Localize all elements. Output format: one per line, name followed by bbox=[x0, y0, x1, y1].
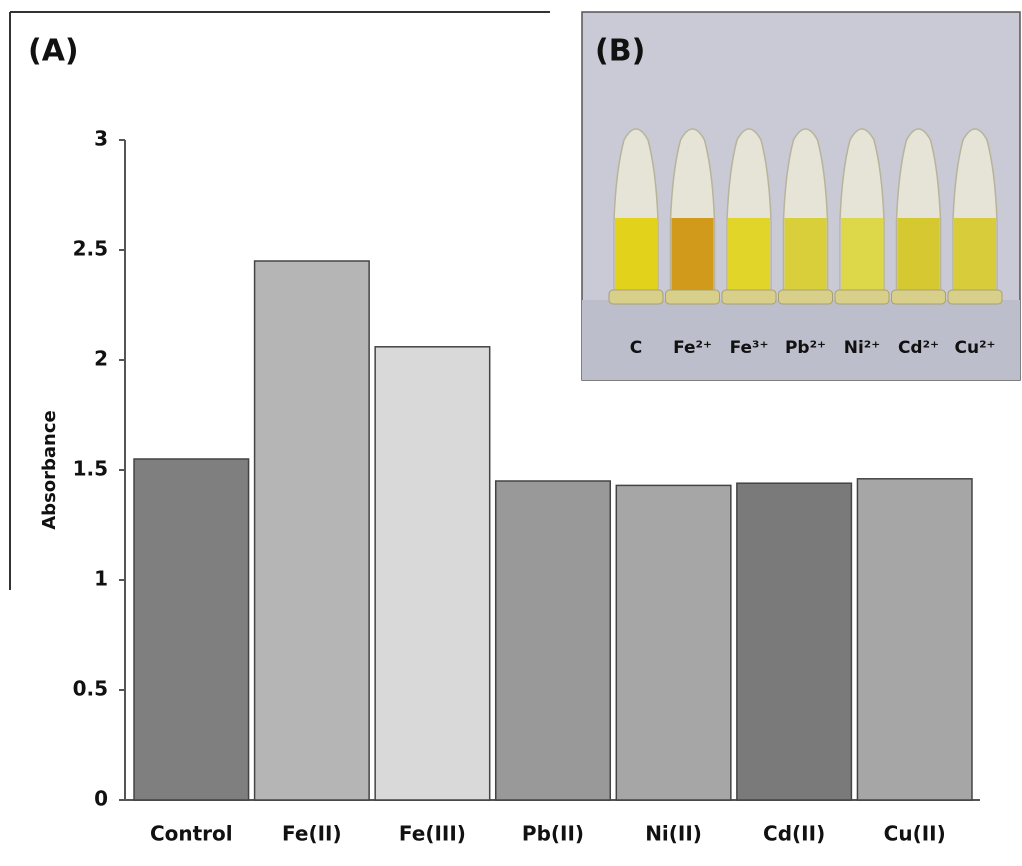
y-tick-label: 1.5 bbox=[73, 457, 108, 481]
tube-liquid bbox=[841, 218, 883, 300]
tube-cap bbox=[891, 289, 946, 305]
tube-liquid bbox=[784, 218, 827, 300]
x-tick-label: Fe(II) bbox=[282, 822, 342, 846]
y-tick-label: 1 bbox=[94, 567, 108, 591]
inset-photo: (B) C Fe²⁺ Fe³⁺ Pb²⁺ Ni²⁺ Cd²⁺ Cu²⁺ bbox=[581, 11, 1021, 381]
x-tick-label: Cd(II) bbox=[763, 822, 825, 846]
y-tick-label: 2 bbox=[94, 347, 108, 371]
tube-liquid bbox=[954, 218, 996, 300]
x-tick-label: Ni(II) bbox=[645, 822, 702, 846]
inset-panel-label: (B) bbox=[595, 34, 645, 69]
tube-label: Pb²⁺ bbox=[785, 338, 826, 358]
tube-label: Fe³⁺ bbox=[730, 338, 769, 358]
tube-cap bbox=[947, 289, 1003, 305]
x-tick-label: Fe(III) bbox=[399, 822, 466, 846]
tube-liquid bbox=[615, 218, 657, 300]
tube-label: Cd²⁺ bbox=[898, 338, 939, 358]
y-tick-label: 3 bbox=[94, 127, 108, 151]
panel-label: (A) bbox=[28, 34, 79, 69]
bar bbox=[615, 484, 732, 801]
y-tick-label: 0.5 bbox=[73, 677, 108, 701]
bar bbox=[856, 478, 973, 801]
bar bbox=[133, 458, 250, 801]
tube-liquid bbox=[897, 218, 940, 300]
tube-label: C bbox=[630, 338, 642, 358]
tube-label: Ni²⁺ bbox=[844, 338, 880, 358]
y-tick-label: 0 bbox=[94, 787, 108, 811]
bar bbox=[494, 480, 612, 801]
y-axis-label: Absorbance bbox=[39, 410, 60, 530]
tube-cap bbox=[665, 289, 720, 305]
x-tick-label: Pb(II) bbox=[522, 822, 584, 846]
x-tick-label: Cu(II) bbox=[884, 822, 946, 846]
tube-label: Cu²⁺ bbox=[955, 338, 996, 358]
inset-floor bbox=[582, 300, 1020, 380]
tube-cap bbox=[608, 289, 664, 305]
tube-liquid bbox=[671, 218, 714, 300]
bar bbox=[736, 482, 853, 801]
tube-cap bbox=[778, 289, 833, 305]
bar bbox=[253, 260, 370, 801]
y-tick-label: 2.5 bbox=[73, 237, 108, 261]
tube-cap bbox=[721, 289, 777, 305]
tube-label: Fe²⁺ bbox=[673, 338, 712, 358]
x-tick-label: Control bbox=[150, 822, 233, 846]
tube-liquid bbox=[728, 218, 770, 300]
tube-cap bbox=[834, 289, 890, 305]
bar bbox=[374, 346, 491, 801]
